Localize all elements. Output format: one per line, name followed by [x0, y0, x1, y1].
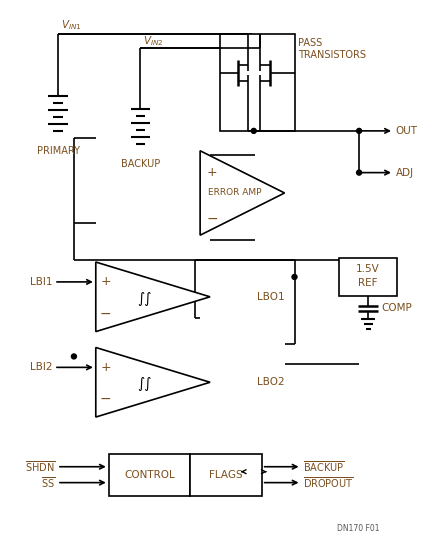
Text: DN170 F01: DN170 F01 [336, 524, 379, 533]
Text: −: − [206, 212, 217, 226]
Text: BACKUP: BACKUP [121, 158, 160, 169]
Text: +: + [206, 166, 217, 179]
Text: +: + [100, 275, 111, 288]
Text: $V_{IN2}$: $V_{IN2}$ [143, 34, 164, 48]
Polygon shape [95, 347, 210, 417]
Text: +: + [100, 361, 111, 374]
Text: LBO2: LBO2 [256, 378, 284, 387]
Text: PASS: PASS [298, 39, 322, 48]
Text: $\overline{\rm BACKUP}$: $\overline{\rm BACKUP}$ [303, 459, 344, 474]
Text: PRIMARY: PRIMARY [36, 146, 79, 156]
Text: REF: REF [358, 278, 377, 288]
Text: CONTROL: CONTROL [124, 470, 174, 480]
Text: $V_{IN1}$: $V_{IN1}$ [61, 19, 82, 32]
Polygon shape [95, 262, 210, 331]
Text: ERROR AMP: ERROR AMP [207, 188, 260, 198]
Text: LBI1: LBI1 [30, 277, 52, 287]
Text: LBI2: LBI2 [30, 362, 52, 372]
Text: ADJ: ADJ [395, 168, 413, 178]
Polygon shape [200, 151, 284, 235]
Text: FLAGS: FLAGS [209, 470, 242, 480]
Text: $\overline{\rm SS}$: $\overline{\rm SS}$ [40, 475, 55, 490]
Text: ∫∫: ∫∫ [138, 292, 152, 306]
Text: $\overline{\rm DROPOUT}$: $\overline{\rm DROPOUT}$ [303, 475, 353, 490]
Bar [190, 454, 261, 496]
Text: −: − [100, 307, 111, 321]
Bar [339, 258, 396, 296]
Text: OUT: OUT [395, 126, 417, 136]
Circle shape [356, 128, 361, 133]
Text: 1.5V: 1.5V [355, 264, 379, 274]
Text: TRANSISTORS: TRANSISTORS [298, 50, 365, 60]
Circle shape [71, 354, 76, 359]
Circle shape [251, 128, 256, 133]
Circle shape [291, 274, 296, 279]
Bar [220, 33, 294, 131]
Text: $\overline{\rm SHDN}$: $\overline{\rm SHDN}$ [25, 459, 55, 474]
Text: ∫∫: ∫∫ [138, 378, 152, 391]
Bar [108, 454, 190, 496]
Circle shape [356, 170, 361, 175]
Text: COMP: COMP [380, 303, 411, 313]
Text: LBO1: LBO1 [256, 292, 284, 302]
Text: −: − [100, 392, 111, 406]
